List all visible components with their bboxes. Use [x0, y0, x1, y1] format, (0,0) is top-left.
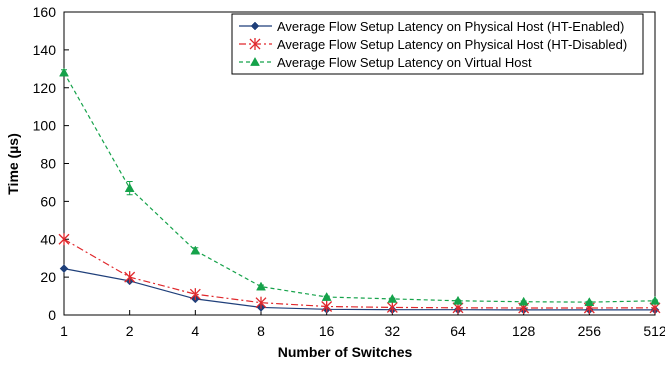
- series-2: [58, 233, 661, 314]
- legend-label: Average Flow Setup Latency on Virtual Ho…: [277, 55, 532, 70]
- data-point: [584, 297, 595, 306]
- x-axis-title: Number of Switches: [278, 344, 413, 360]
- y-tick-label: 60: [40, 193, 56, 209]
- x-tick-label: 8: [257, 323, 265, 339]
- legend-marker: [250, 21, 260, 31]
- series-line: [63, 238, 656, 309]
- data-point: [124, 271, 136, 284]
- x-tick-label: 32: [385, 323, 401, 339]
- x-tick-label: 64: [450, 323, 466, 339]
- y-axis-ticks: 0 20 40 60 80 100 120 140 160: [33, 4, 69, 323]
- data-point: [321, 300, 333, 313]
- series-layer: [58, 67, 661, 315]
- x-tick-label: 512: [643, 323, 665, 339]
- y-tick-label: 20: [40, 269, 56, 285]
- data-point: [650, 295, 660, 305]
- y-tick-label: 100: [33, 118, 57, 134]
- y-tick-label: 160: [33, 4, 57, 20]
- data-point: [189, 288, 201, 301]
- y-tick-label: 0: [48, 307, 56, 323]
- y-tick-label: 140: [33, 42, 57, 58]
- data-point: [59, 264, 69, 273]
- x-axis-ticks: 1 2 4 8 16 32 64 128 256 512: [60, 310, 665, 339]
- x-tick-label: 16: [319, 323, 335, 339]
- series-3: [59, 67, 660, 306]
- data-point: [453, 295, 463, 305]
- x-tick-label: 128: [512, 323, 536, 339]
- legend-entry-1: Average Flow Setup Latency on Physical H…: [239, 19, 624, 34]
- data-point: [255, 296, 267, 309]
- y-tick-label: 40: [40, 231, 56, 247]
- y-tick-label: 80: [40, 156, 56, 172]
- legend-marker: [249, 38, 261, 50]
- y-tick-label: 120: [33, 80, 57, 96]
- data-point: [256, 281, 266, 291]
- legend-entry-3: Average Flow Setup Latency on Virtual Ho…: [239, 55, 532, 70]
- data-point: [59, 67, 69, 77]
- data-point: [190, 245, 201, 255]
- legend-entry-2: Average Flow Setup Latency on Physical H…: [239, 37, 627, 52]
- series-1: [59, 264, 660, 315]
- data-point: [321, 291, 332, 301]
- legend: Average Flow Setup Latency on Physical H…: [231, 13, 644, 75]
- legend-label: Average Flow Setup Latency on Physical H…: [277, 19, 624, 34]
- x-tick-label: 2: [126, 323, 134, 339]
- data-point: [386, 301, 398, 314]
- legend-box: [231, 13, 644, 75]
- x-tick-label: 256: [578, 323, 602, 339]
- series-line: [63, 72, 656, 303]
- legend-label: Average Flow Setup Latency on Physical H…: [277, 37, 627, 52]
- data-point: [387, 293, 398, 303]
- series-line: [63, 268, 655, 311]
- x-tick-label: 4: [191, 323, 199, 339]
- x-tick-label: 1: [60, 323, 68, 339]
- y-axis-title: Time (µs): [5, 133, 21, 195]
- data-point: [518, 296, 529, 306]
- data-point: [124, 183, 135, 192]
- legend-marker: [250, 56, 260, 66]
- data-point: [58, 233, 70, 246]
